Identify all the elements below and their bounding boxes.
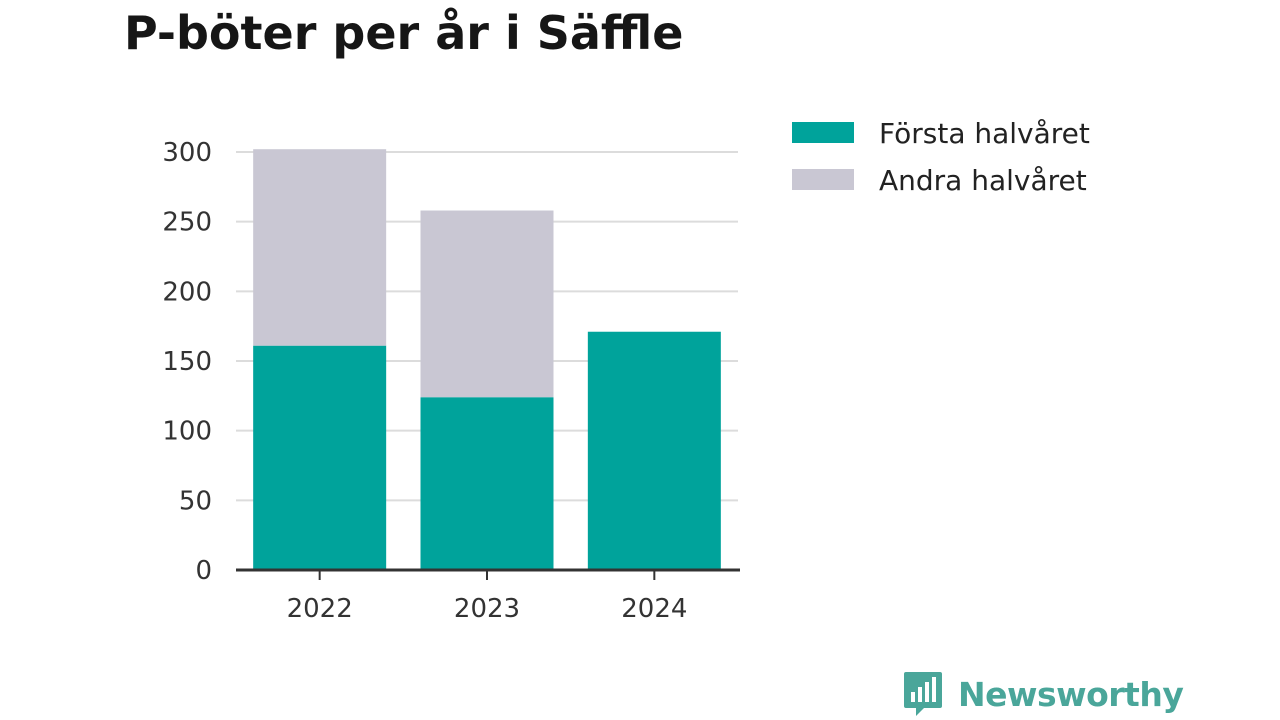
legend-label: Andra halvåret: [879, 164, 1087, 197]
brand-name: Newsworthy: [958, 674, 1184, 714]
bar-2022-series-0: [253, 345, 387, 570]
bar-2024-series-0: [587, 331, 721, 570]
y-tick-label: 50: [179, 486, 212, 516]
legend-swatch: [792, 169, 854, 190]
legend: Första halvåret Andra halvåret: [792, 117, 1090, 197]
y-tick-label: 250: [162, 208, 212, 238]
y-tick-label: 0: [195, 556, 212, 586]
bar-2023-series-1: [420, 210, 554, 398]
y-tick-label: 100: [162, 417, 212, 447]
bar-2022-series-1: [253, 149, 387, 346]
x-tick-label: 2022: [287, 594, 353, 624]
chart-title: P-böter per år i Säffle: [124, 6, 684, 60]
x-tick-label: 2024: [621, 594, 687, 624]
newsworthy-logo: Newsworthy: [902, 670, 1184, 718]
x-tick-label: 2023: [454, 594, 520, 624]
bar-2023-series-0: [420, 397, 554, 570]
y-tick-label: 300: [162, 138, 212, 168]
bar-chart-speech-bubble-icon: [904, 672, 942, 716]
legend-label: Första halvåret: [879, 117, 1090, 150]
bars: [253, 149, 721, 570]
y-tick-label: 150: [162, 347, 212, 377]
axes: 0 50 100 150 200 250 300 2022 2023 2024: [162, 138, 740, 624]
y-tick-label: 200: [162, 277, 212, 307]
legend-swatch: [792, 122, 854, 143]
